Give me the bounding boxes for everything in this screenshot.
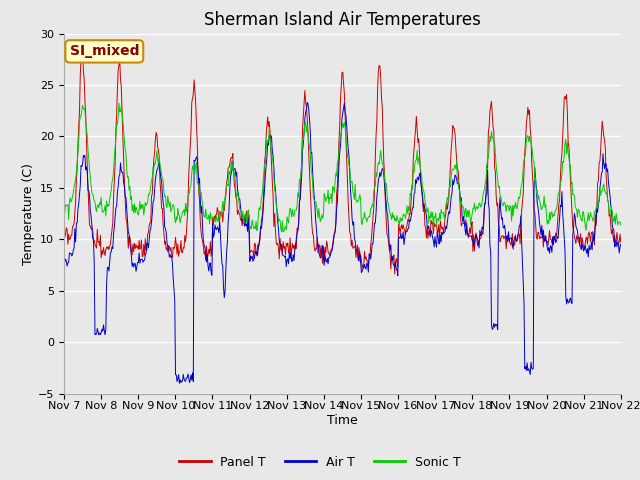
Air T: [175, 381, 183, 386]
Sonic T: [60, 205, 68, 211]
Air T: [617, 241, 625, 247]
Panel T: [428, 221, 436, 227]
Air T: [185, 374, 193, 380]
Panel T: [185, 174, 193, 180]
Line: Panel T: Panel T: [64, 44, 621, 274]
Sonic T: [617, 222, 625, 228]
Air T: [428, 230, 436, 236]
Panel T: [60, 228, 68, 233]
Panel T: [79, 41, 86, 47]
Panel T: [391, 271, 399, 277]
Sonic T: [278, 229, 285, 235]
Sonic T: [185, 192, 193, 197]
Panel T: [617, 239, 625, 245]
Legend: Panel T, Air T, Sonic T: Panel T, Air T, Sonic T: [174, 451, 466, 474]
Panel T: [70, 220, 78, 226]
Y-axis label: Temperature (C): Temperature (C): [22, 163, 35, 264]
Air T: [60, 259, 68, 264]
Air T: [303, 100, 311, 106]
Panel T: [412, 127, 419, 132]
Sonic T: [428, 215, 436, 221]
Line: Air T: Air T: [64, 103, 621, 384]
Sonic T: [115, 100, 123, 106]
Air T: [412, 177, 419, 182]
Text: SI_mixed: SI_mixed: [70, 44, 139, 59]
Air T: [70, 245, 78, 251]
Panel T: [128, 252, 136, 258]
Panel T: [214, 209, 222, 215]
Line: Sonic T: Sonic T: [64, 103, 621, 232]
Title: Sherman Island Air Temperatures: Sherman Island Air Temperatures: [204, 11, 481, 29]
Air T: [214, 226, 222, 231]
Air T: [127, 253, 135, 259]
Sonic T: [412, 158, 419, 164]
Sonic T: [128, 208, 136, 214]
X-axis label: Time: Time: [327, 414, 358, 427]
Sonic T: [214, 219, 222, 225]
Sonic T: [70, 184, 78, 190]
